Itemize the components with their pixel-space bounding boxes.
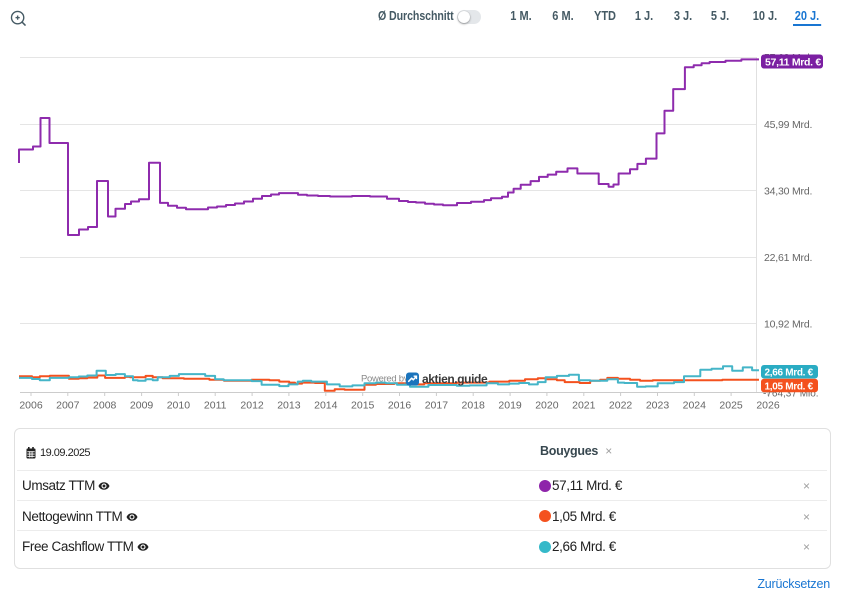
svg-text:2017: 2017	[425, 400, 449, 412]
svg-text:2,66 Mrd. €: 2,66 Mrd. €	[765, 368, 814, 379]
svg-text:-764,37 Mio.: -764,37 Mio.	[763, 389, 819, 400]
svg-text:2025: 2025	[719, 400, 743, 412]
svg-text:10,92 Mrd.: 10,92 Mrd.	[764, 319, 812, 331]
svg-text:1,05 Mrd. €: 1,05 Mrd. €	[765, 381, 814, 392]
svg-text:2021: 2021	[572, 400, 596, 412]
svg-text:57,11 Mrd. €: 57,11 Mrd. €	[765, 57, 821, 69]
svg-text:2020: 2020	[535, 400, 559, 412]
svg-text:2019: 2019	[498, 400, 522, 412]
svg-text:2008: 2008	[93, 400, 117, 412]
svg-text:2009: 2009	[130, 400, 154, 412]
svg-text:2026: 2026	[756, 400, 780, 412]
svg-text:2011: 2011	[204, 400, 227, 412]
svg-text:Powered by: Powered by	[361, 374, 409, 385]
svg-text:2006: 2006	[19, 400, 43, 412]
svg-text:34,30 Mrd.: 34,30 Mrd.	[764, 186, 812, 198]
svg-text:45,99 Mrd.: 45,99 Mrd.	[764, 119, 812, 131]
svg-text:2023: 2023	[646, 400, 670, 412]
svg-text:2024: 2024	[683, 400, 707, 412]
svg-text:2015: 2015	[351, 400, 375, 412]
svg-text:2013: 2013	[277, 400, 301, 412]
svg-text:2022: 2022	[609, 400, 633, 412]
svg-text:2012: 2012	[240, 400, 264, 412]
svg-text:22,61 Mrd.: 22,61 Mrd.	[764, 252, 812, 264]
svg-text:2016: 2016	[388, 400, 412, 412]
svg-text:2010: 2010	[167, 400, 191, 412]
svg-text:aktien.guide: aktien.guide	[422, 372, 488, 386]
svg-text:2014: 2014	[314, 400, 338, 412]
svg-text:2007: 2007	[56, 400, 80, 412]
svg-text:2018: 2018	[462, 400, 486, 412]
